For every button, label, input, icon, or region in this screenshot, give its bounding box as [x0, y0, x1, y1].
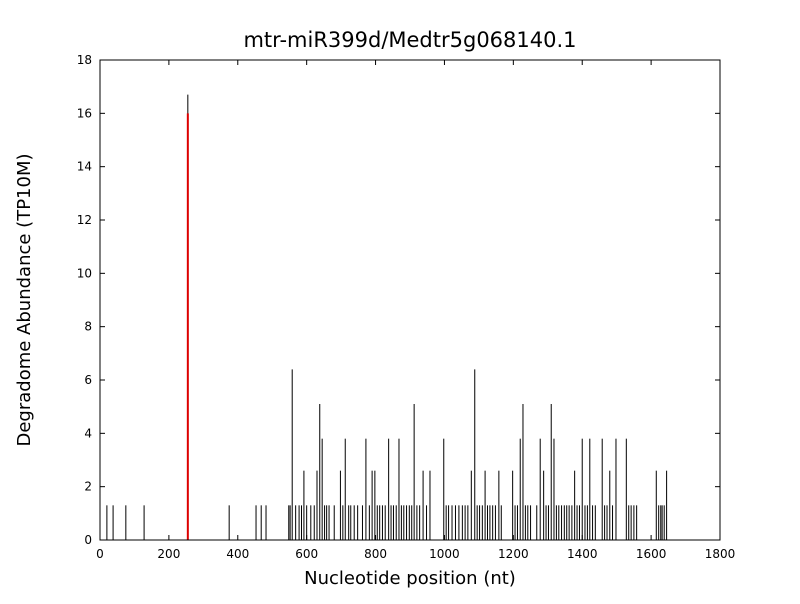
y-tick-label: 10	[77, 266, 92, 280]
x-tick-label: 600	[295, 547, 318, 561]
y-tick-label: 2	[84, 480, 92, 494]
x-tick-label: 1200	[498, 547, 529, 561]
spikes-group	[106, 94, 668, 540]
x-tick-label: 1600	[636, 547, 667, 561]
y-tick-label: 18	[77, 53, 92, 67]
x-tick-label: 200	[157, 547, 180, 561]
x-tick-label: 1800	[705, 547, 736, 561]
y-tick-label: 14	[77, 160, 92, 174]
x-tick-label: 800	[364, 547, 387, 561]
y-axis-label: Degradome Abundance (TP10M)	[14, 153, 35, 446]
x-tick-label: 1000	[429, 547, 460, 561]
plot-area	[99, 59, 721, 541]
x-tick-label: 400	[226, 547, 249, 561]
x-axis-ticks: 0 200 400 600 800 1000 1200 1400 1600 1800	[96, 60, 735, 561]
y-tick-label: 16	[77, 106, 92, 120]
x-axis-label: Nucleotide position (nt)	[304, 568, 516, 589]
y-tick-label: 8	[84, 320, 92, 334]
y-tick-label: 4	[84, 426, 92, 440]
chart-title: mtr-miR399d/Medtr5g068140.1	[243, 28, 576, 52]
y-axis-ticks: 0 2 4 6 8 10 12 14 16 18	[77, 53, 720, 547]
x-tick-label: 1400	[567, 547, 598, 561]
y-tick-label: 12	[77, 213, 92, 227]
y-tick-label: 6	[84, 373, 92, 387]
y-tick-label: 0	[84, 533, 92, 547]
x-tick-label: 0	[96, 547, 104, 561]
